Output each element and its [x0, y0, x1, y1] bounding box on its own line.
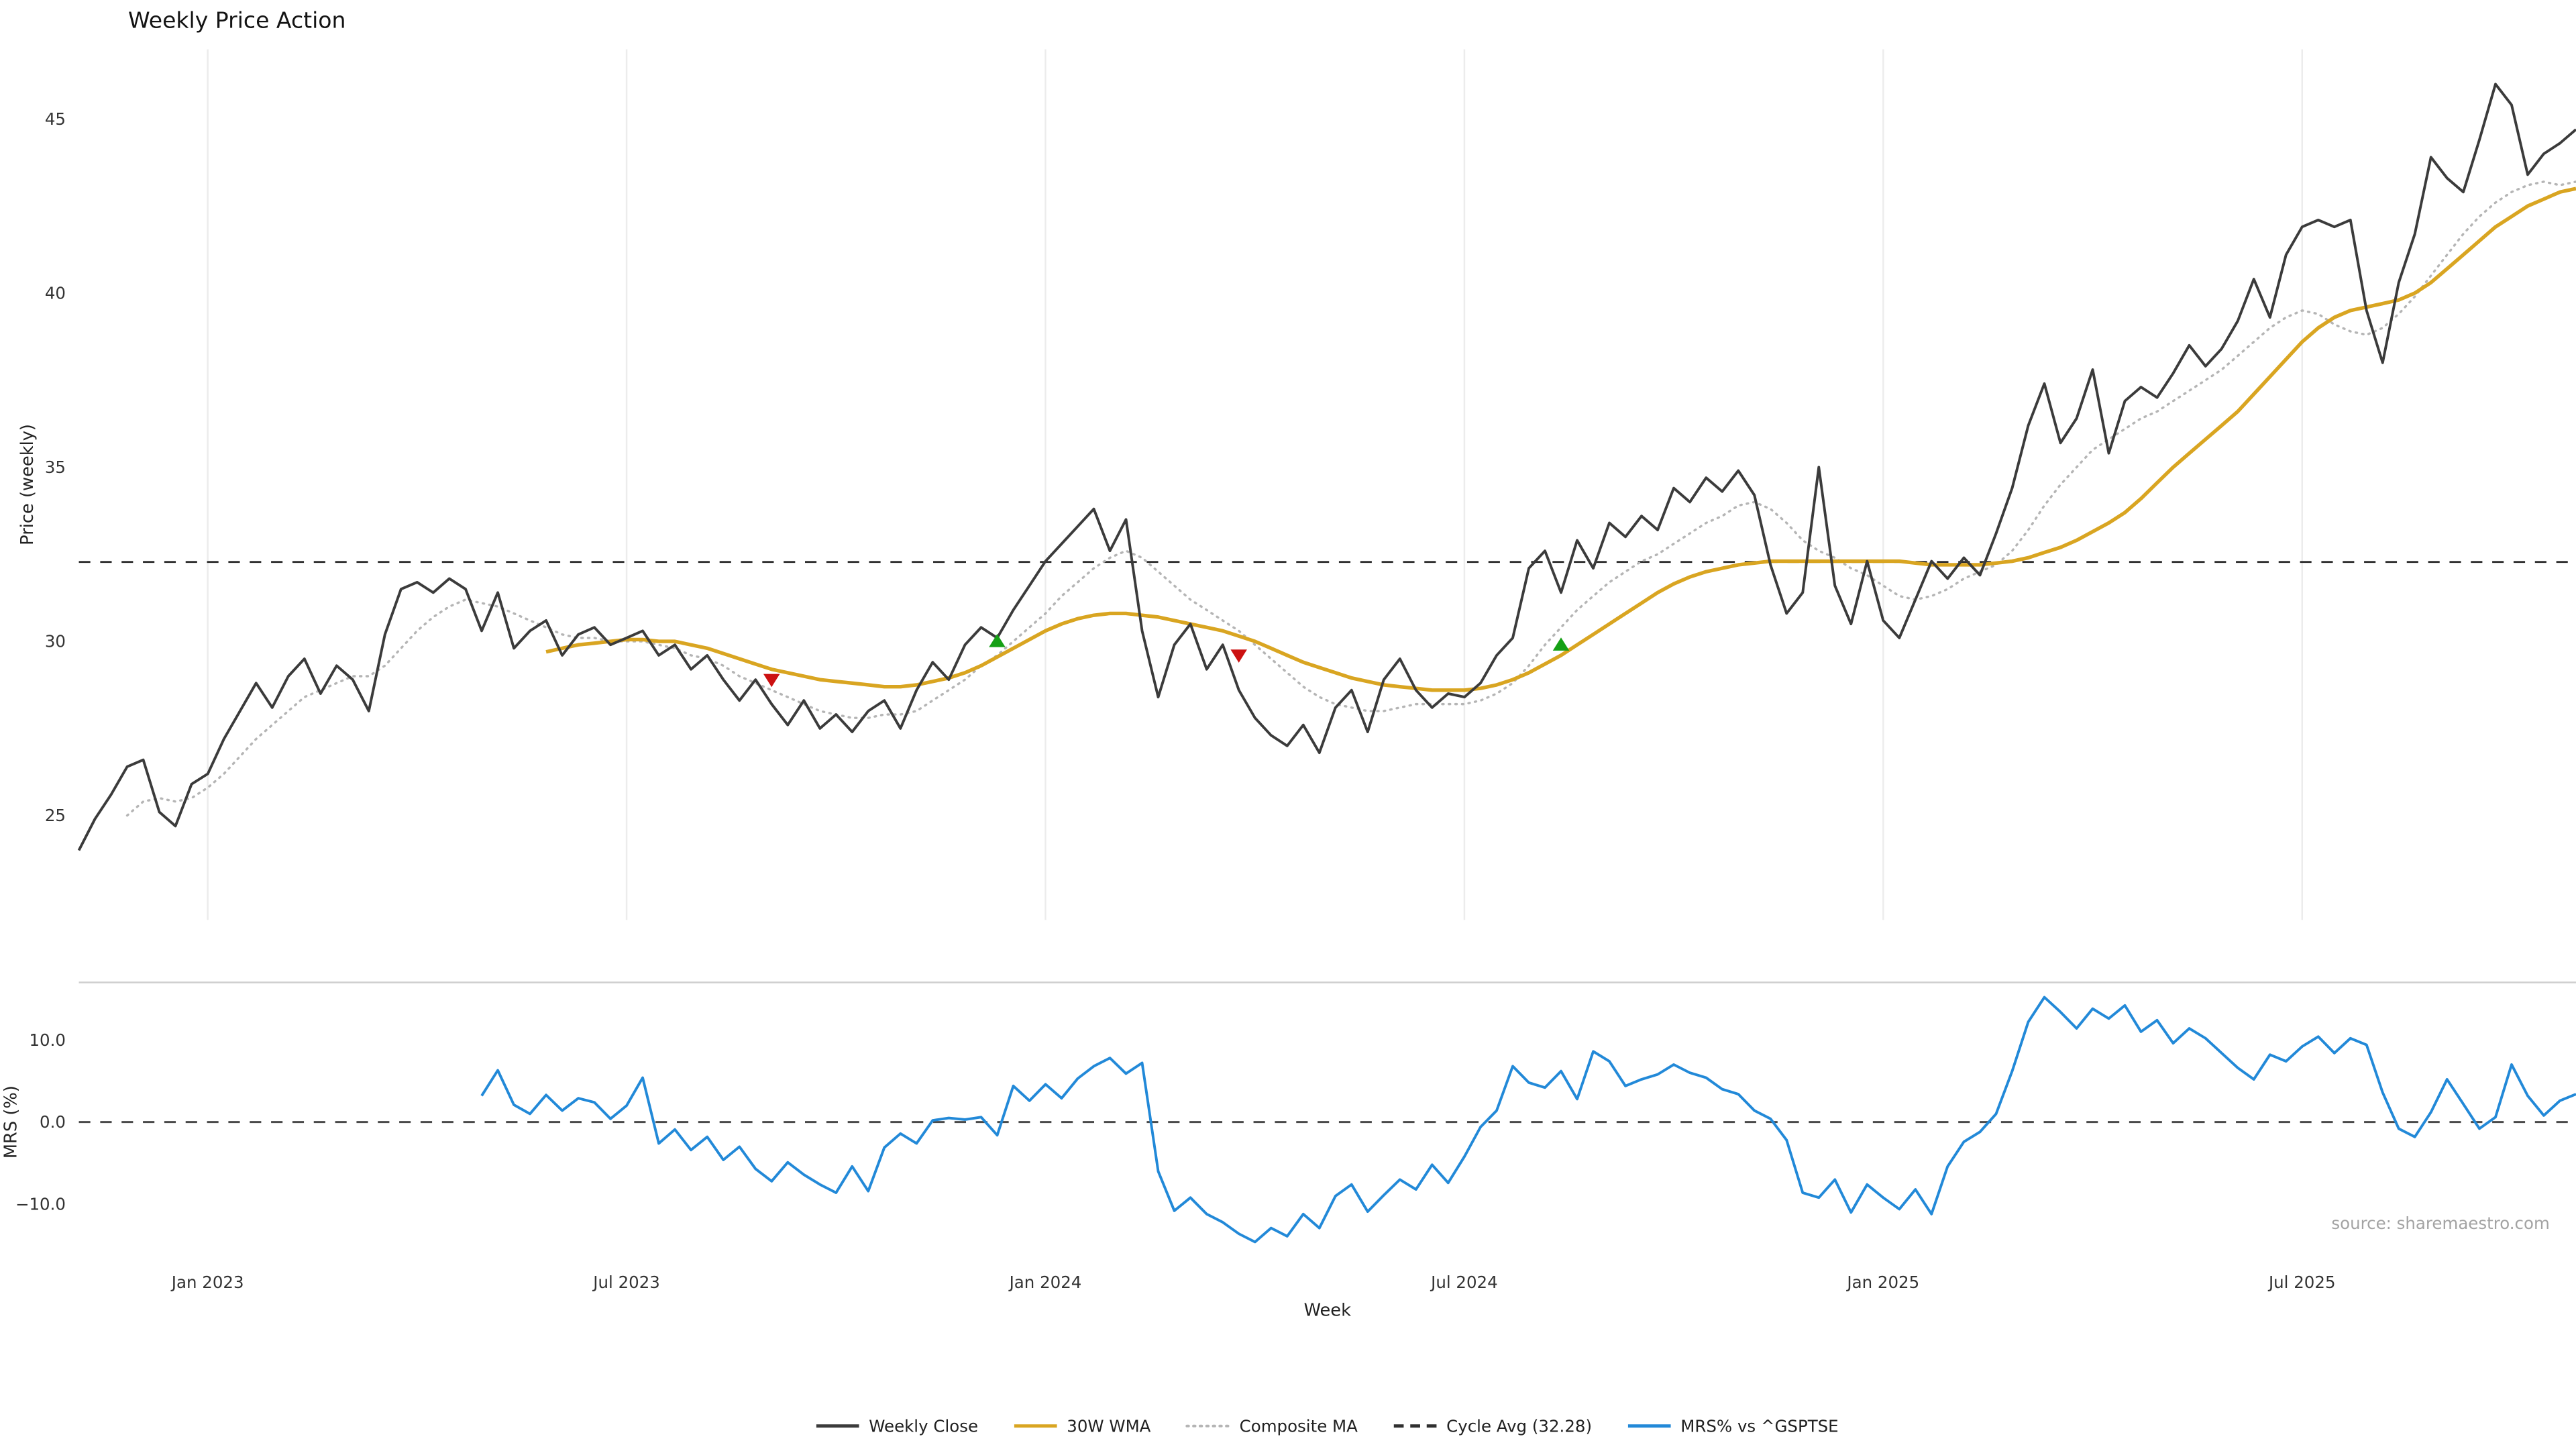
buy-signal-marker: [1552, 637, 1570, 651]
legend-label: Composite MA: [1240, 1416, 1358, 1436]
x-tick-label: Jan 2023: [170, 1273, 244, 1292]
mrs-panel: [78, 981, 2576, 1244]
legend-label: Weekly Close: [869, 1416, 978, 1436]
wma-30w-line: [545, 186, 2576, 692]
x-tick-label: Jan 2024: [1008, 1273, 1082, 1292]
mrs-y-axis-label: MRS (%): [1, 1085, 21, 1159]
weekly-close-line: [77, 83, 2576, 851]
legend-label: 30W WMA: [1067, 1416, 1150, 1436]
mrs-y-tick-label: −10.0: [15, 1195, 66, 1214]
x-tick-label: Jul 2024: [1430, 1273, 1498, 1292]
mrs-y-tick-label: 0.0: [40, 1112, 66, 1132]
price-y-tick-label: 45: [45, 109, 66, 129]
x-tick-label: Jul 2023: [592, 1273, 660, 1292]
source-credit: source: sharemaestro.com: [2331, 1214, 2549, 1233]
composite-ma-line: [125, 180, 2576, 817]
price-y-tick-label: 35: [45, 458, 66, 477]
buy-signal-marker: [989, 634, 1006, 647]
x-tick-label: Jan 2025: [1845, 1273, 1919, 1292]
sell-signal-marker: [763, 674, 780, 688]
mrs-y-tick-label: 10.0: [29, 1030, 65, 1050]
sell-signal-marker: [1230, 649, 1247, 663]
price-panel: [77, 83, 2576, 851]
x-tick-label: Jul 2025: [2267, 1273, 2336, 1292]
legend-label: Cycle Avg (32.28): [1446, 1416, 1592, 1436]
grid-layer: [207, 49, 2303, 920]
x-axis-label: Week: [1304, 1301, 1352, 1321]
chart-title: Weekly Price Action: [128, 7, 345, 34]
chart-legend: Weekly Close 30W WMA Composite MA Cycle Avg…: [816, 1416, 1839, 1436]
price-y-tick-label: 25: [45, 806, 66, 825]
price-y-axis-label: Price (weekly): [17, 424, 38, 545]
price-y-tick-label: 30: [45, 632, 66, 651]
legend-label: MRS% vs ^GSPTSE: [1680, 1416, 1838, 1436]
mrs-line: [480, 996, 2576, 1244]
price-y-tick-label: 40: [45, 283, 66, 303]
axis-ticks: 25 30 35 40 45 10.0 0.0 −10.0 Jan 2023 Jul 2023 Ja…: [15, 109, 2336, 1292]
